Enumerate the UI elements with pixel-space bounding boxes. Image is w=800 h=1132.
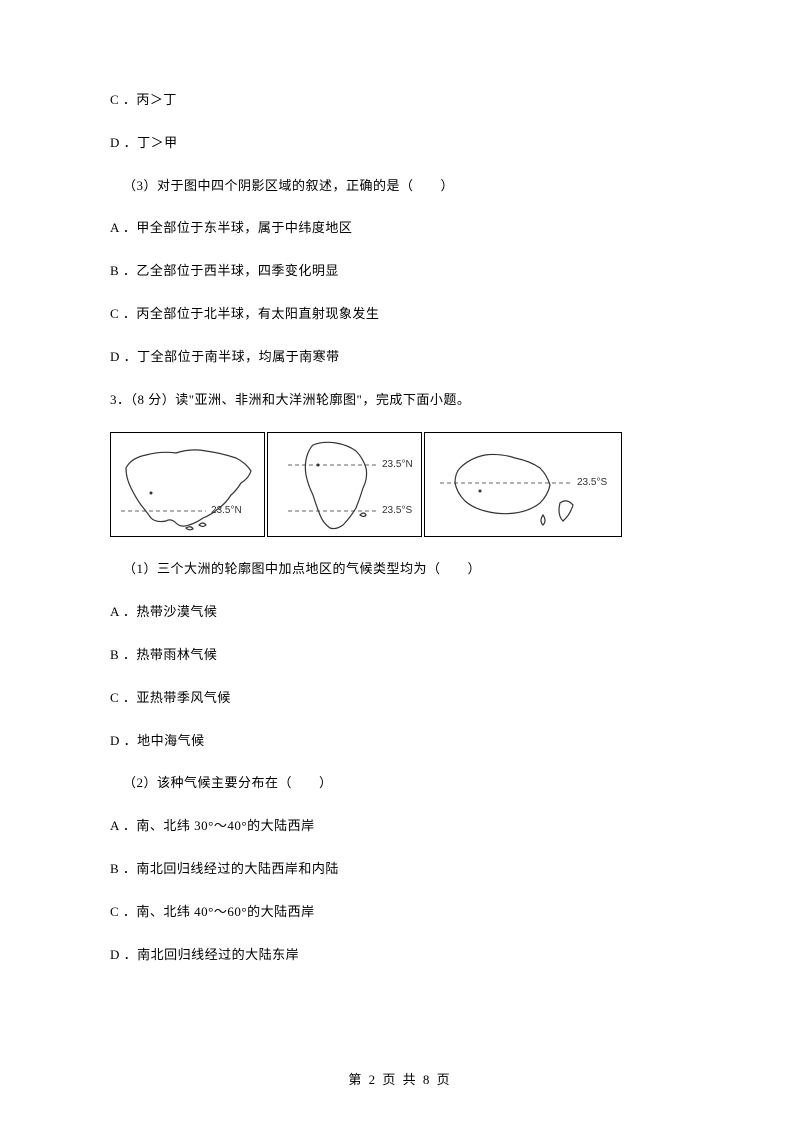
sub2-option-d: D ．南北回归线经过的大陆东岸 [110, 945, 690, 966]
sub1-option-a: A ．热带沙漠气候 [110, 602, 690, 623]
question-main: 3．（8 分）读"亚洲、非洲和大洋洲轮廓图"，完成下面小题。 [110, 390, 690, 411]
sub1-option-d: D ．地中海气候 [110, 731, 690, 752]
option-d: D ．丁＞甲 [110, 133, 690, 154]
page-footer: 第 2 页 共 8 页 [0, 1069, 800, 1088]
sub2-intro: （2）该种气候主要分布在（ ） [110, 773, 690, 794]
q3-option-a: A ．甲全部位于东半球，属于中纬度地区 [110, 218, 690, 239]
africa-label-s: 23.5°S [382, 505, 412, 516]
document-content: C ．丙＞丁 D ．丁＞甲 （3）对于图中四个阴影区域的叙述，正确的是（ ） A… [0, 0, 800, 1047]
sub1-option-c: C ．亚热带季风气候 [110, 688, 690, 709]
sub2-option-a: A ．南、北纬 30°～40°的大陆西岸 [110, 816, 690, 837]
sub1-intro: （1）三个大洲的轮廓图中加点地区的气候类型均为（ ） [110, 559, 690, 580]
option-c: C ．丙＞丁 [110, 90, 690, 111]
q3-option-d: D ．丁全部位于南半球，均属于南寒带 [110, 347, 690, 368]
australia-label: 23.5°S [577, 477, 607, 488]
africa-label-n: 23.5°N [382, 459, 413, 470]
sub2-option-b: B ．南北回归线经过的大陆西岸和内陆 [110, 859, 690, 880]
asia-label: 23.5°N [211, 505, 242, 516]
maps-container: 23.5°N 23.5°N 23.5°S 23.5°S [110, 432, 690, 537]
sub1-option-b: B ．热带雨林气候 [110, 645, 690, 666]
question-3-intro: （3）对于图中四个阴影区域的叙述，正确的是（ ） [110, 176, 690, 197]
map-africa: 23.5°N 23.5°S [267, 432, 422, 537]
q3-option-c: C ．丙全部位于北半球，有太阳直射现象发生 [110, 304, 690, 325]
q3-option-b: B ．乙全部位于西半球，四季变化明显 [110, 261, 690, 282]
map-asia: 23.5°N [110, 432, 265, 537]
sub2-option-c: C ．南、北纬 40°～60°的大陆西岸 [110, 902, 690, 923]
map-australia: 23.5°S [424, 432, 622, 537]
